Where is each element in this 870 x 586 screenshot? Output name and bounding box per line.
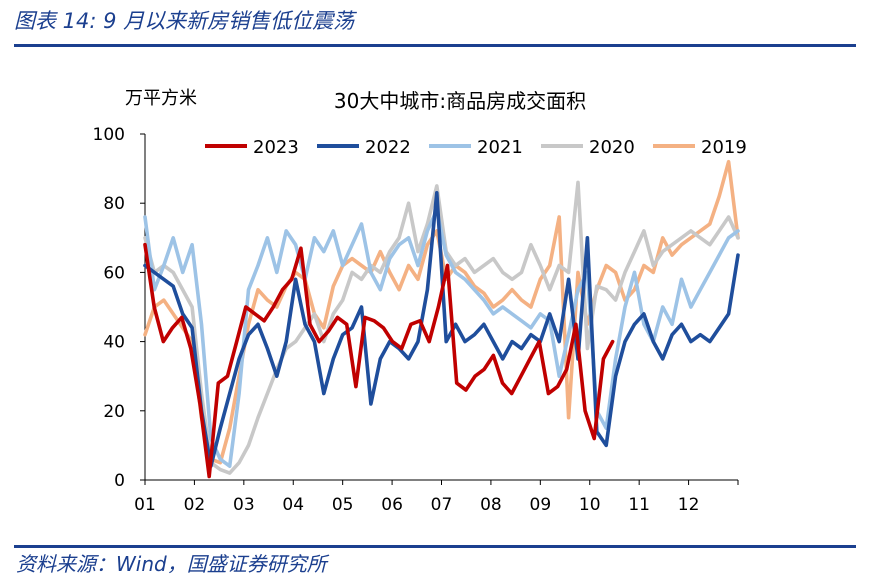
legend-label-2022: 2022 [365, 137, 411, 158]
x-tick-label: 10 [579, 495, 601, 515]
x-tick-label: 12 [678, 495, 700, 515]
x-tick-label: 08 [480, 495, 502, 515]
x-tick-label: 04 [282, 495, 304, 515]
y-tick-label: 0 [114, 471, 125, 491]
y-tick-label: 60 [103, 263, 125, 283]
series-line-2022 [143, 191, 740, 469]
legend-label-2023: 2023 [253, 137, 299, 158]
series-line-2021 [143, 208, 740, 469]
figure-title: 图表 14: 9 月以来新房销售低位震荡 [14, 9, 355, 33]
series-line-2023 [143, 242, 615, 479]
top-rule [14, 44, 856, 47]
y-tick-label: 20 [103, 402, 125, 422]
legend-label-2020: 2020 [589, 137, 635, 158]
x-tick-label: 03 [233, 495, 255, 515]
y-tick-label: 100 [93, 125, 125, 145]
x-tick-label: 09 [530, 495, 552, 515]
x-tick-label: 11 [628, 495, 650, 515]
legend-label-2021: 2021 [477, 137, 523, 158]
legend-label-2019: 2019 [701, 137, 747, 158]
source-note: 资料来源：Wind，国盛证券研究所 [16, 552, 327, 576]
x-tick-label: 02 [184, 495, 206, 515]
y-tick-label: 80 [103, 194, 125, 214]
y-axis-unit-label: 万平方米 [125, 88, 197, 109]
bottom-rule [14, 545, 856, 548]
x-tick-label: 07 [431, 495, 453, 515]
x-tick-label: 05 [332, 495, 354, 515]
chart-area: 30大中城市:商品房成交面积 万平方米 0 20 40 60 80 100 01 02 03 04… [93, 88, 747, 515]
legend: 2023 2022 2021 2020 2019 [205, 137, 747, 158]
y-tick-label: 40 [103, 333, 125, 353]
series-layer [143, 159, 740, 479]
chart-title: 30大中城市:商品房成交面积 [334, 89, 586, 113]
axes: 0 20 40 60 80 100 01 02 03 04 05 06 07 08 09 10 11 12 [93, 125, 739, 515]
series-line-2020 [143, 180, 740, 475]
x-tick-label: 01 [134, 495, 156, 515]
x-tick-label: 06 [381, 495, 403, 515]
